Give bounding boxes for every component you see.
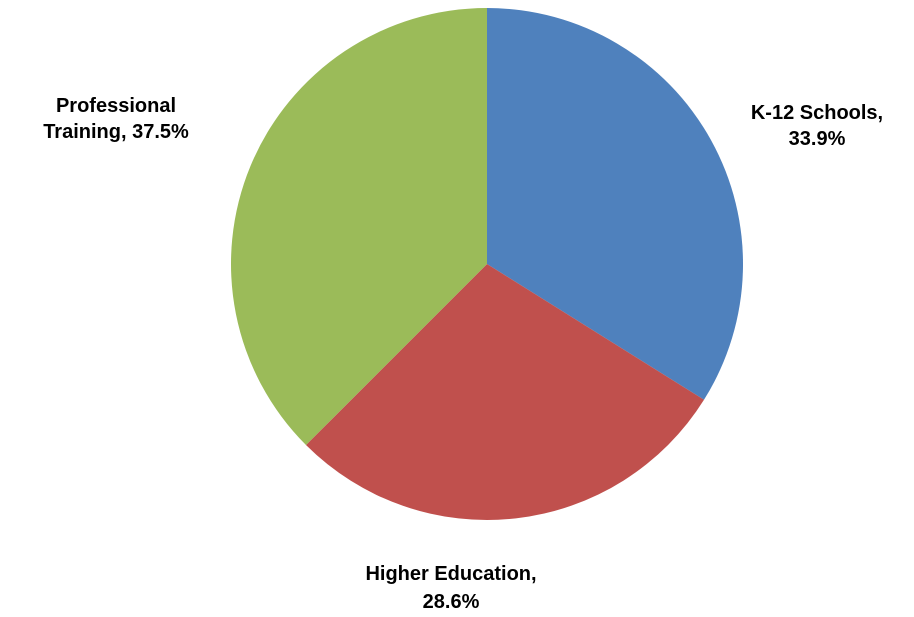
pie-label-line: Professional bbox=[56, 95, 176, 117]
pie-label-k-12-schools: K-12 Schools, 33.9% bbox=[751, 102, 883, 150]
pie-slice-k-12-schools bbox=[487, 8, 744, 400]
pie-label-line: Training, 37.5% bbox=[43, 121, 189, 143]
pie-label-line: Higher Education, bbox=[365, 563, 536, 585]
pie-label-line: K-12 Schools, bbox=[751, 102, 883, 124]
pie-label-line: 33.9% bbox=[789, 128, 846, 150]
pie-label-higher-education: Higher Education, 28.6% bbox=[365, 563, 536, 613]
pie-slice-higher-education bbox=[305, 264, 705, 521]
pie-label-line: 28.6% bbox=[423, 591, 480, 613]
pie-slices bbox=[230, 8, 744, 521]
pie-labels: K-12 Schools, 33.9% Higher Education, 28.6%… bbox=[43, 95, 883, 613]
pie-slice-professional-training bbox=[230, 8, 487, 446]
pie-label-professional-training: Professional Training, 37.5% bbox=[43, 95, 189, 143]
